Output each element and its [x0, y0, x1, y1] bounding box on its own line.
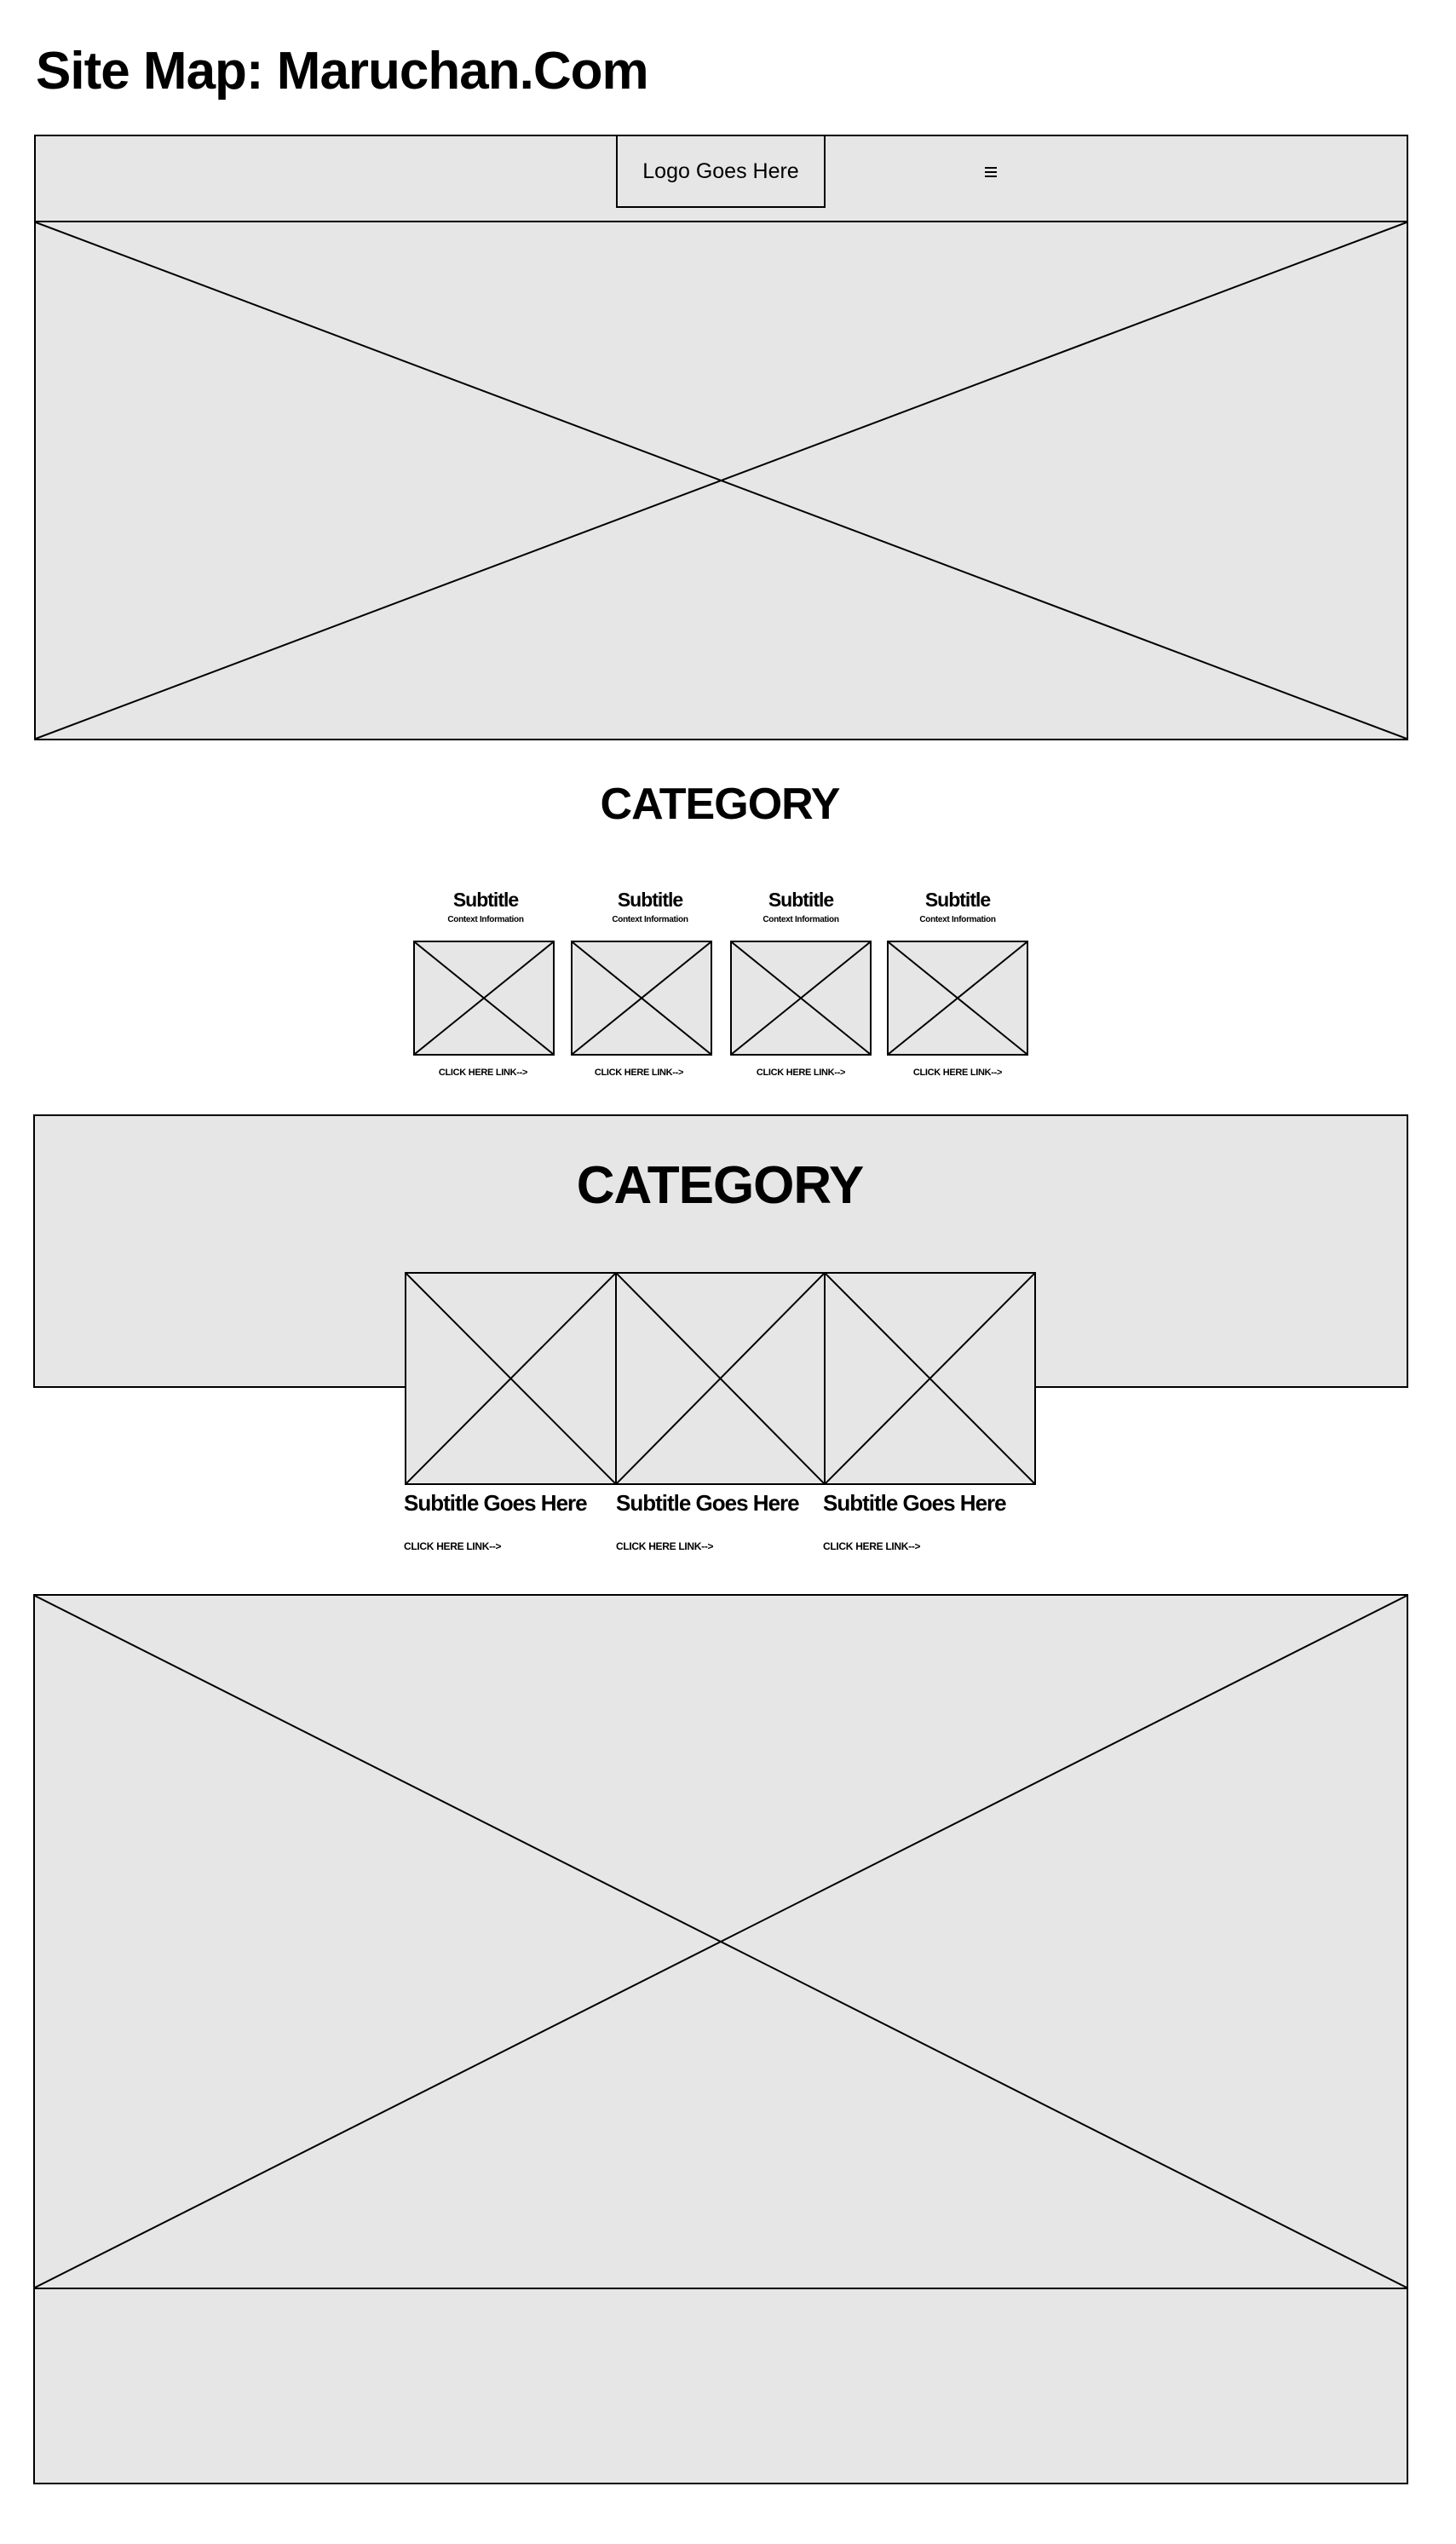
card-link[interactable]: CLICK HERE LINK-->: [912, 1068, 1003, 1078]
feature-subtitle: Subtitle Goes Here: [404, 1490, 588, 1516]
card-image-placeholder: [571, 941, 712, 1056]
card-subtitle: Subtitle: [924, 889, 991, 911]
card-image-placeholder: [730, 941, 872, 1056]
category-heading-2: CATEGORY: [576, 1156, 864, 1215]
card-link[interactable]: CLICK HERE LINK-->: [594, 1068, 684, 1078]
hero-image-placeholder: [34, 221, 1408, 740]
logo-placeholder[interactable]: Logo Goes Here: [616, 135, 826, 208]
feature-link[interactable]: CLICK HERE LINK-->: [616, 1540, 714, 1552]
card-context: Context Information: [919, 915, 996, 924]
card-image-placeholder: [887, 941, 1028, 1056]
category-heading-1: CATEGORY: [600, 780, 841, 829]
card-subtitle: Subtitle: [768, 889, 834, 911]
card-link[interactable]: CLICK HERE LINK-->: [438, 1068, 528, 1078]
footer: [33, 2288, 1408, 2484]
feature-subtitle: Subtitle Goes Here: [823, 1490, 1007, 1516]
card-link[interactable]: CLICK HERE LINK-->: [756, 1068, 846, 1078]
card-image-placeholder: [413, 941, 555, 1056]
feature-image-placeholder: [615, 1272, 826, 1485]
card-context: Context Information: [612, 915, 688, 924]
card-subtitle: Subtitle: [617, 889, 683, 911]
feature-link[interactable]: CLICK HERE LINK-->: [823, 1540, 921, 1552]
feature-link[interactable]: CLICK HERE LINK-->: [404, 1540, 502, 1552]
card-subtitle: Subtitle: [452, 889, 519, 911]
large-image-placeholder: [33, 1594, 1408, 2289]
logo-text: Logo Goes Here: [642, 158, 799, 183]
page-title: Site Map: Maruchan.Com: [36, 42, 649, 101]
feature-subtitle: Subtitle Goes Here: [616, 1490, 800, 1516]
feature-image-placeholder: [824, 1272, 1036, 1485]
card-context: Context Information: [447, 915, 524, 924]
hamburger-menu-icon[interactable]: [985, 166, 997, 178]
card-context: Context Information: [763, 915, 839, 924]
feature-image-placeholder: [405, 1272, 617, 1485]
